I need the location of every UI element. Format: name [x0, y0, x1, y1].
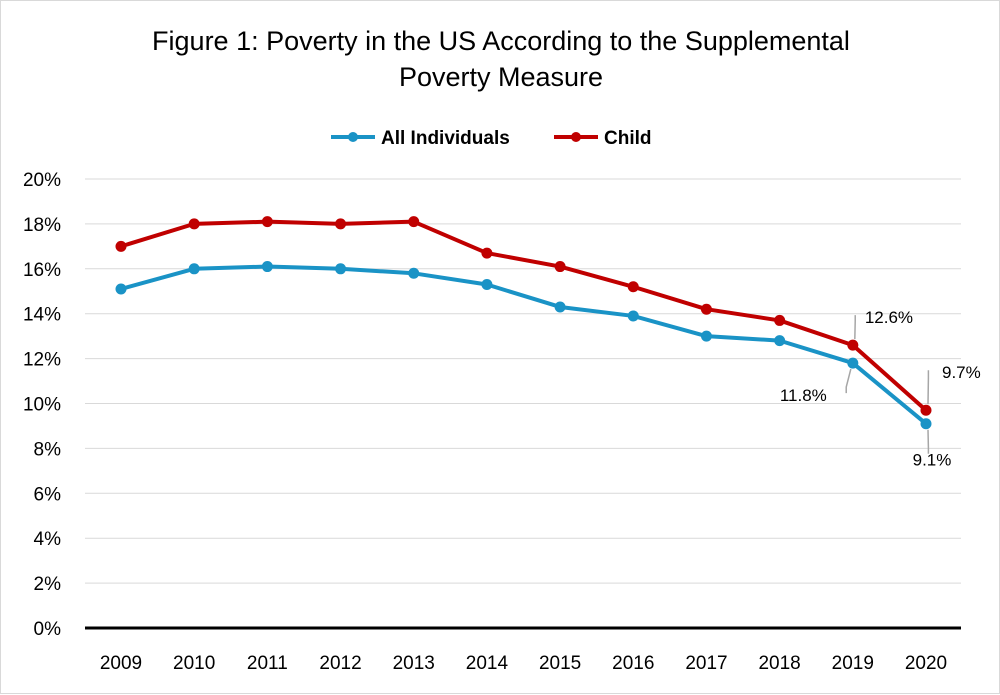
- y-tick-label: 12%: [23, 350, 61, 371]
- data-point: [701, 304, 712, 315]
- x-tick-label: 2019: [832, 653, 874, 674]
- x-tick-label: 2020: [905, 653, 947, 674]
- x-tick-label: 2016: [612, 653, 654, 674]
- x-tick-label: 2009: [100, 653, 142, 674]
- data-point: [189, 263, 200, 274]
- x-tick-label: 2014: [466, 653, 509, 674]
- legend-label-0: All Individuals: [381, 128, 510, 149]
- data-point: [116, 241, 127, 252]
- x-tick-label: 2012: [319, 653, 361, 674]
- data-point: [408, 216, 419, 227]
- data-point: [921, 418, 932, 429]
- data-label: 9.7%: [942, 363, 981, 382]
- x-tick-label: 2013: [393, 653, 435, 674]
- y-tick-label: 8%: [34, 439, 62, 460]
- data-point: [335, 218, 346, 229]
- x-tick-label: 2017: [685, 653, 727, 674]
- y-tick-label: 20%: [23, 170, 61, 191]
- data-point: [262, 216, 273, 227]
- series-line-1: [121, 222, 926, 411]
- data-point: [628, 310, 639, 321]
- data-point: [701, 331, 712, 342]
- y-tick-label: 10%: [23, 395, 61, 416]
- x-tick-label: 2010: [173, 653, 215, 674]
- data-point: [921, 405, 932, 416]
- data-point: [189, 218, 200, 229]
- data-point: [116, 284, 127, 295]
- data-point: [335, 263, 346, 274]
- legend-label-1: Child: [604, 128, 652, 149]
- data-point: [262, 261, 273, 272]
- legend-marker-0: [348, 132, 358, 142]
- data-point: [555, 261, 566, 272]
- y-tick-label: 14%: [23, 305, 61, 326]
- data-point: [774, 335, 785, 346]
- y-tick-label: 0%: [34, 619, 62, 640]
- legend-marker-1: [571, 132, 581, 142]
- annotation-leader: [846, 369, 851, 393]
- data-point: [847, 340, 858, 351]
- y-tick-label: 4%: [34, 529, 62, 550]
- data-point: [481, 248, 492, 259]
- x-tick-label: 2011: [247, 653, 288, 674]
- data-point: [774, 315, 785, 326]
- x-tick-label: 2018: [758, 653, 800, 674]
- data-point: [555, 301, 566, 312]
- y-tick-label: 2%: [34, 574, 62, 595]
- data-point: [847, 358, 858, 369]
- data-point: [481, 279, 492, 290]
- data-label: 9.1%: [913, 451, 952, 470]
- x-tick-label: 2015: [539, 653, 581, 674]
- y-tick-label: 16%: [23, 260, 61, 281]
- y-tick-label: 18%: [23, 215, 61, 236]
- data-point: [408, 268, 419, 279]
- data-label: 11.8%: [780, 386, 827, 405]
- data-point: [628, 281, 639, 292]
- y-tick-label: 6%: [34, 484, 62, 505]
- data-label: 12.6%: [865, 308, 913, 327]
